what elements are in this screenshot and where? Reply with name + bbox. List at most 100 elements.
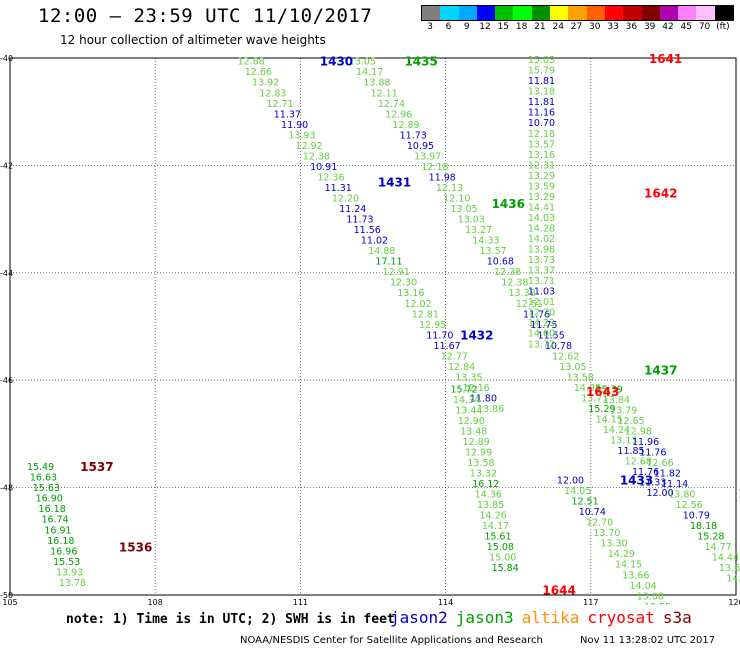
scale-swatch bbox=[604, 6, 624, 20]
wave-height-label: 11.16 bbox=[528, 108, 555, 119]
wave-height-label: 13.38 bbox=[509, 288, 536, 299]
satellite-legend: jason2 jason3 altika cryosat s3a bbox=[390, 608, 700, 627]
wave-height-label: 13.58 bbox=[567, 372, 594, 383]
wave-height-label: 14.33 bbox=[472, 236, 499, 247]
wave-height-label: 11.73 bbox=[346, 215, 373, 226]
wave-height-label: 13.18 bbox=[528, 87, 555, 98]
scale-swatch bbox=[568, 6, 587, 20]
scale-swatch bbox=[440, 6, 459, 20]
wave-height-label: 11.76 bbox=[523, 309, 550, 320]
wave-height-label: 13.72 bbox=[528, 339, 555, 350]
wave-height-label: 12.89 bbox=[392, 120, 419, 131]
wave-height-label: 14.23 bbox=[528, 318, 555, 329]
lon-tick-label: 105 bbox=[2, 598, 17, 605]
wave-height-label: 14.41 bbox=[528, 202, 555, 213]
scale-swatch bbox=[550, 6, 569, 20]
map-grid bbox=[9, 57, 737, 596]
wave-height-label: 13.58 bbox=[467, 458, 494, 469]
wave-height-label: 11.96 bbox=[632, 437, 659, 448]
scale-swatch bbox=[586, 6, 605, 20]
scale-label: 21 bbox=[534, 22, 546, 32]
wave-height-label: 13.84 bbox=[603, 395, 630, 406]
wave-height-label: 13.08 bbox=[637, 591, 664, 602]
wave-height-label: 12.88 bbox=[237, 57, 264, 68]
wave-height-label: 12.20 bbox=[528, 308, 555, 319]
scale-label: 42 bbox=[662, 22, 674, 32]
scale-label: 18 bbox=[515, 22, 528, 32]
scale-label: 39 bbox=[643, 22, 656, 32]
wave-height-label: 13.97 bbox=[414, 151, 441, 162]
wave-height-label: 12.20 bbox=[332, 194, 359, 205]
wave-height-label: 12.38 bbox=[501, 278, 528, 289]
wave-height-label: 16.90 bbox=[36, 494, 63, 505]
wave-height-label: 11.37 bbox=[274, 109, 301, 120]
wave-height-label: 13.59 bbox=[528, 181, 555, 192]
scale-label: 3 bbox=[427, 22, 434, 32]
lon-tick-label: 111 bbox=[293, 598, 308, 605]
wave-height-label: 10.70 bbox=[528, 118, 555, 129]
scale-swatch bbox=[678, 6, 697, 20]
wave-height-label: 13.78 bbox=[59, 578, 86, 589]
scale-label: 45 bbox=[680, 22, 692, 32]
wave-height-label: 14.03 bbox=[528, 213, 555, 224]
scale-label: (ft) bbox=[716, 22, 730, 32]
wave-height-label: 12.01 bbox=[528, 297, 555, 308]
wave-height-label: 12.30 bbox=[390, 278, 417, 289]
wave-height-label: 12.66 bbox=[646, 458, 673, 469]
pass-number-label: 1643 bbox=[586, 385, 619, 399]
wave-height-label: 14.15 bbox=[615, 560, 642, 571]
wave-height-label: 16.91 bbox=[44, 525, 71, 536]
wave-height-label: 15.63 bbox=[33, 483, 60, 494]
wave-height-label: 11.03 bbox=[528, 287, 555, 298]
scale-label: 70 bbox=[698, 22, 711, 32]
scale-label: 15 bbox=[497, 22, 510, 32]
wave-height-label: 13.88 bbox=[363, 78, 390, 89]
wave-height-label: 11.14 bbox=[661, 479, 688, 490]
scale-swatch bbox=[531, 6, 551, 20]
wave-height-label: 14.36 bbox=[475, 490, 502, 501]
wave-height-label: 15.72 bbox=[450, 384, 477, 395]
wave-height-label: 16.63 bbox=[30, 473, 57, 484]
lon-tick-label: 108 bbox=[148, 598, 163, 605]
wave-height-label: 12.55 bbox=[644, 602, 671, 605]
wave-height-label: 10.74 bbox=[579, 507, 606, 518]
wave-height-label: 11.80 bbox=[470, 393, 497, 404]
wave-height-label: 11.75 bbox=[530, 320, 557, 331]
wave-height-label: 12.98 bbox=[625, 426, 652, 437]
scale-label: 36 bbox=[625, 22, 638, 32]
wave-height-label: 12.16 bbox=[463, 383, 490, 394]
lon-tick-label: 117 bbox=[583, 598, 598, 605]
wave-height-label: 12.90 bbox=[458, 416, 485, 427]
wave-height-label: 15.08 bbox=[487, 542, 514, 553]
wave-height-label: 11.73 bbox=[400, 130, 427, 141]
wave-height-label: 10.79 bbox=[683, 511, 710, 522]
wave-height-label: 12.56 bbox=[676, 500, 703, 511]
scale-label: 27 bbox=[570, 22, 583, 32]
wave-height-label: 10.91 bbox=[310, 162, 337, 173]
pass-number-label: 1641 bbox=[649, 52, 682, 66]
wave-height-label: 13.30 bbox=[600, 539, 627, 550]
wave-height-label: 13.32 bbox=[470, 468, 497, 479]
wave-height-label: 12.95 bbox=[419, 320, 446, 331]
wave-height-label: 11.33 bbox=[639, 478, 666, 489]
wave-height-label: 13.66 bbox=[622, 570, 649, 581]
scale-label: 33 bbox=[607, 22, 619, 32]
wave-height-label: 13.73 bbox=[528, 255, 555, 266]
wave-height-label: 15.28 bbox=[697, 532, 724, 543]
wave-height-label: 13.16 bbox=[528, 150, 555, 161]
wave-height-label: 12.99 bbox=[465, 447, 492, 458]
wave-height-label: 12.65 bbox=[617, 416, 644, 427]
wave-height-label: 14.09 bbox=[726, 574, 740, 585]
wave-height-label: 13.71 bbox=[581, 393, 608, 404]
wave-height-label: 15.03 bbox=[528, 55, 555, 66]
wave-height-label: 12.00 bbox=[557, 476, 584, 487]
wave-height-label: 12.70 bbox=[586, 518, 613, 529]
pass-number-label: 1432 bbox=[460, 329, 493, 343]
pass-number-label: 1431 bbox=[378, 176, 411, 190]
wave-height-label: 12.83 bbox=[259, 88, 286, 99]
wave-height-label: 14.88 bbox=[368, 246, 395, 257]
scale-swatch bbox=[623, 6, 642, 20]
scale-swatch bbox=[495, 6, 514, 20]
wave-height-label: 14.34 bbox=[453, 395, 480, 406]
